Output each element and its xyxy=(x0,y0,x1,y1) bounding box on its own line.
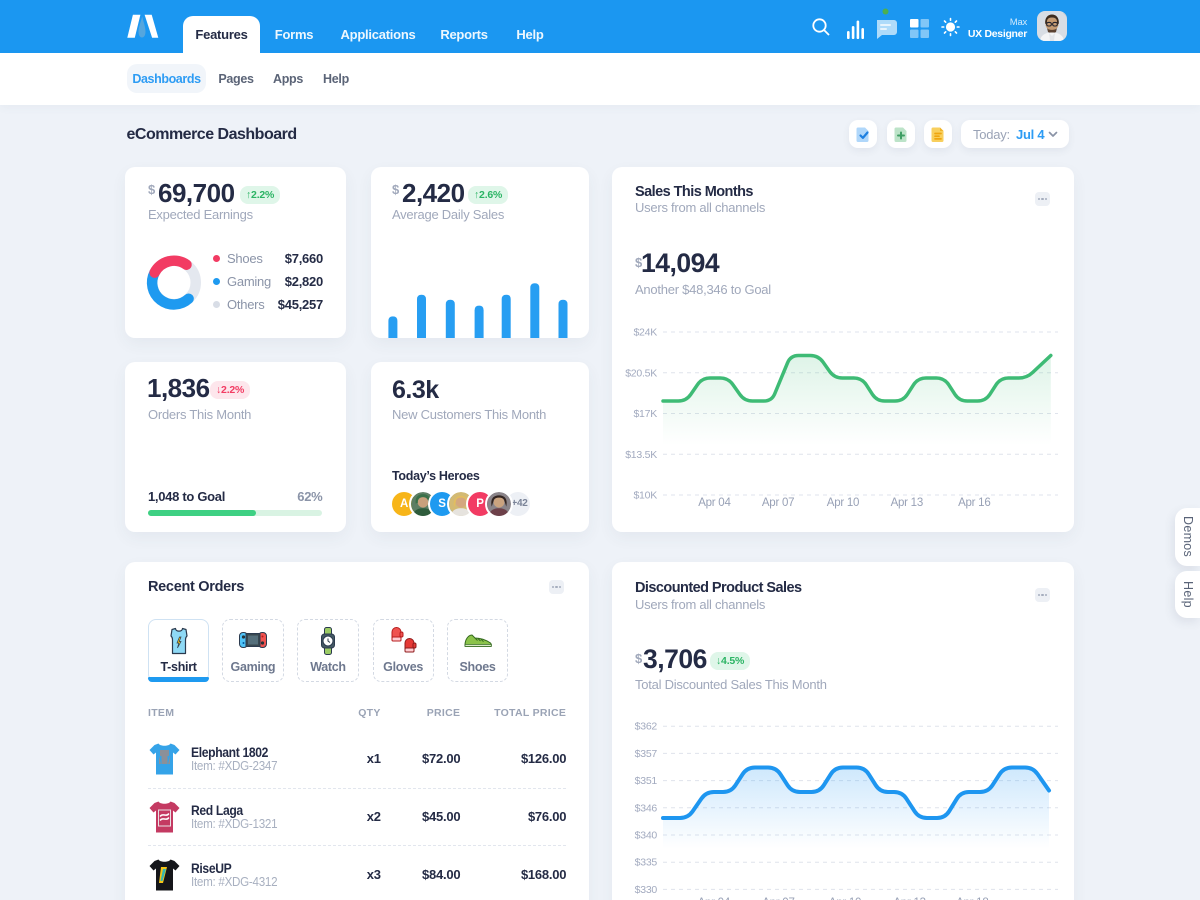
svg-text:Apr 13: Apr 13 xyxy=(891,497,923,509)
svg-text:Apr 18: Apr 18 xyxy=(956,897,988,900)
svg-text:Apr 04: Apr 04 xyxy=(698,897,731,900)
svg-text:$20.5K: $20.5K xyxy=(625,367,657,379)
svg-text:$340: $340 xyxy=(635,830,658,842)
svg-text:Apr 10: Apr 10 xyxy=(827,497,859,509)
svg-text:$346: $346 xyxy=(635,802,658,814)
svg-text:Apr 07: Apr 07 xyxy=(762,897,794,900)
svg-text:Apr 13: Apr 13 xyxy=(893,897,925,900)
svg-text:$13.5K: $13.5K xyxy=(625,449,657,461)
svg-text:$24K: $24K xyxy=(633,327,657,339)
svg-text:Apr 16: Apr 16 xyxy=(958,497,990,509)
svg-text:Apr 07: Apr 07 xyxy=(762,497,794,509)
svg-text:Apr 10: Apr 10 xyxy=(829,897,861,900)
svg-text:$330: $330 xyxy=(635,884,658,896)
svg-text:$335: $335 xyxy=(635,857,658,869)
svg-text:$357: $357 xyxy=(635,748,658,760)
svg-text:$351: $351 xyxy=(635,775,658,787)
svg-text:$10K: $10K xyxy=(633,490,657,502)
svg-text:Apr 04: Apr 04 xyxy=(698,497,731,509)
svg-text:$17K: $17K xyxy=(633,408,657,420)
svg-text:$362: $362 xyxy=(635,721,658,733)
